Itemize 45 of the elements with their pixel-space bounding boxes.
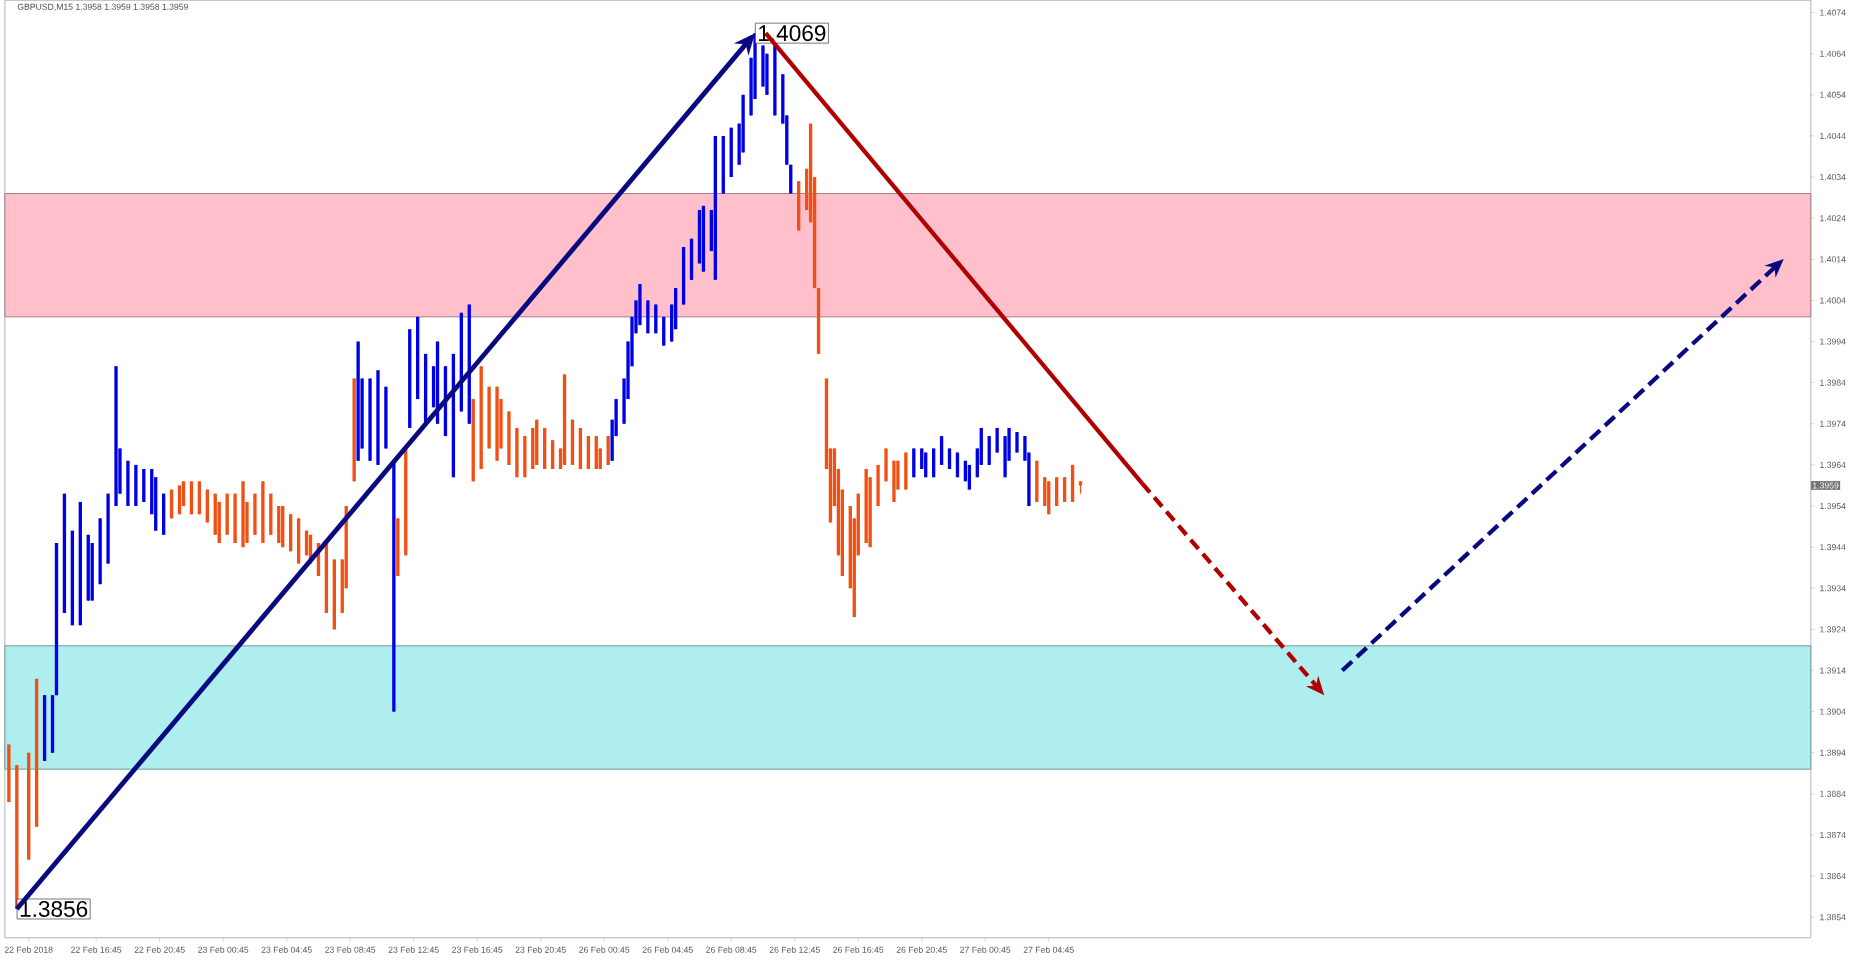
y-tick-label: 1.3964	[1820, 461, 1846, 469]
y-tick-label: 1.4054	[1820, 91, 1846, 99]
y-tick-label: 1.3894	[1820, 749, 1846, 756]
x-tick-label: 22 Feb 20:45	[134, 946, 185, 953]
candlestick	[1015, 431, 1019, 454]
y-tick-label: 1.3884	[1820, 790, 1846, 798]
x-tick-label: 22 Feb 16:45	[71, 946, 122, 953]
x-tick-label: 23 Feb 20:45	[515, 946, 566, 953]
y-tick-label: 1.3904	[1820, 708, 1846, 715]
y-tick-label: 1.3974	[1820, 420, 1846, 427]
annotation: 1.4069	[759, 25, 826, 42]
x-tick-label: 26 Feb 00:45	[579, 946, 630, 953]
y-tick-label: 1.3994	[1820, 338, 1846, 345]
text: 1.3959	[1813, 482, 1839, 489]
x-tick-label: 23 Feb 08:45	[325, 946, 376, 953]
y-tick-label: 1.4024	[1820, 215, 1846, 222]
y-tick-label: 1.3984	[1820, 379, 1846, 386]
y-tick-label: 1.3874	[1820, 832, 1846, 839]
y-tick-label: 1.3924	[1820, 626, 1846, 633]
x-tick-label: 26 Feb 16:45	[833, 946, 884, 953]
y-tick-label: 1.4044	[1820, 133, 1846, 140]
x-tick-label: 22 Feb 2018	[4, 946, 53, 953]
y-tick-label: 1.3944	[1820, 544, 1846, 551]
y-tick-label: 1.4064	[1820, 50, 1846, 57]
x-tick-label: 26 Feb 20:45	[896, 946, 947, 953]
y-tick-label: 1.3864	[1820, 873, 1846, 880]
y-tick-label: 1.4004	[1820, 297, 1846, 304]
x-tick-label: 23 Feb 00:45	[198, 946, 249, 953]
x-tick-label: 27 Feb 04:45	[1023, 946, 1074, 953]
y-tick-label: 1.4014	[1820, 256, 1846, 263]
x-tick-label: 26 Feb 08:45	[706, 946, 757, 953]
y-tick-label: 1.3854	[1820, 914, 1846, 921]
y-tick-label: 1.4034	[1820, 174, 1846, 181]
annotation: 1.3856	[20, 901, 88, 918]
x-tick-label: 23 Feb 12:45	[388, 946, 439, 953]
chart-title: GBPUSD,M15 1.3958 1.3959 1.3958 1.3959	[17, 3, 188, 11]
y-tick-label: 1.3954	[1820, 503, 1846, 510]
x-tick-label: 26 Feb 12:45	[769, 946, 820, 953]
y-tick-label: 1.4074	[1820, 9, 1846, 16]
x-tick-label: 23 Feb 04:45	[261, 946, 312, 953]
x-tick-label: 23 Feb 16:45	[452, 946, 503, 953]
x-tick-label: 27 Feb 00:45	[960, 946, 1011, 953]
x-tick-label: 26 Feb 04:45	[642, 946, 693, 953]
y-tick-label: 1.3914	[1820, 667, 1846, 674]
y-tick-label: 1.3934	[1820, 585, 1846, 592]
